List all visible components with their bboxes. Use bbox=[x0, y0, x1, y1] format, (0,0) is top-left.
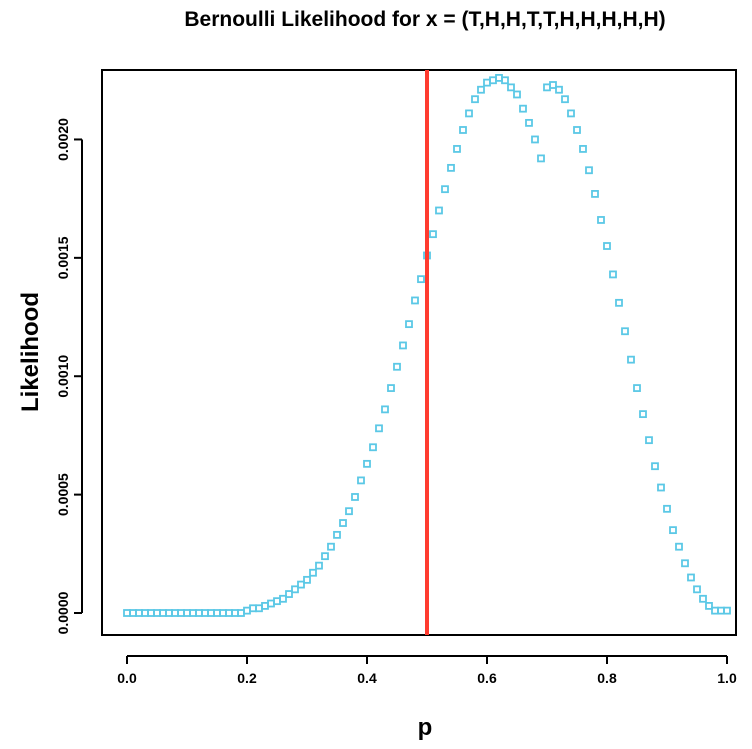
data-point bbox=[459, 126, 467, 134]
data-point bbox=[651, 462, 659, 471]
data-point bbox=[531, 135, 539, 144]
data-point bbox=[501, 76, 509, 85]
data-point bbox=[441, 185, 449, 194]
data-point bbox=[525, 118, 533, 127]
x-tick-label: 1.0 bbox=[717, 670, 737, 686]
data-point bbox=[693, 585, 701, 594]
data-point bbox=[591, 190, 599, 198]
data-point bbox=[453, 145, 461, 153]
data-point bbox=[285, 590, 293, 598]
data-point bbox=[429, 230, 437, 239]
data-point bbox=[645, 436, 653, 445]
y-axis-label: Likelihood bbox=[17, 292, 44, 412]
data-point bbox=[315, 561, 323, 570]
data-point bbox=[339, 519, 347, 527]
data-point bbox=[717, 606, 725, 615]
data-point bbox=[537, 154, 545, 163]
data-point bbox=[351, 493, 359, 501]
data-point bbox=[687, 573, 695, 582]
data-point bbox=[387, 384, 395, 392]
data-point bbox=[375, 424, 383, 433]
data-point bbox=[405, 320, 413, 329]
x-tick-label: 0.2 bbox=[237, 670, 257, 686]
data-point bbox=[723, 606, 731, 615]
data-point bbox=[627, 355, 635, 364]
y-tick-label: 0.0010 bbox=[55, 355, 71, 398]
data-point bbox=[321, 552, 329, 561]
data-point bbox=[357, 476, 365, 485]
data-point bbox=[435, 206, 443, 215]
y-tick-label: 0.0000 bbox=[55, 591, 71, 634]
data-point bbox=[609, 270, 617, 279]
data-point bbox=[279, 594, 287, 603]
data-point bbox=[705, 601, 713, 610]
x-tick-label: 0.0 bbox=[117, 670, 137, 686]
likelihood-points bbox=[123, 73, 731, 617]
data-point bbox=[669, 526, 677, 535]
data-point bbox=[519, 104, 527, 113]
data-point bbox=[621, 327, 629, 336]
y-axis: 0.0000 0.0005 0.0010 0.0015 0.0020 bbox=[55, 118, 83, 634]
data-point bbox=[663, 504, 671, 513]
y-tick-label: 0.0015 bbox=[55, 236, 71, 279]
data-point bbox=[399, 341, 407, 350]
data-point bbox=[585, 166, 593, 175]
data-point bbox=[297, 580, 305, 589]
data-point bbox=[555, 85, 563, 94]
data-point bbox=[447, 163, 455, 172]
data-point bbox=[363, 459, 371, 468]
data-point bbox=[597, 216, 605, 224]
data-point bbox=[417, 275, 425, 284]
data-point bbox=[567, 109, 575, 118]
data-point bbox=[513, 90, 521, 99]
x-tick-label: 0.6 bbox=[477, 670, 497, 686]
y-tick-label: 0.0005 bbox=[55, 473, 71, 516]
data-point bbox=[675, 542, 683, 551]
data-point bbox=[561, 95, 569, 104]
x-tick-label: 0.8 bbox=[597, 670, 617, 686]
data-point bbox=[471, 95, 479, 104]
y-tick-label: 0.0020 bbox=[55, 118, 71, 161]
data-point bbox=[603, 242, 611, 250]
data-point bbox=[381, 405, 389, 414]
data-point bbox=[573, 126, 581, 134]
data-point bbox=[639, 410, 647, 419]
data-point bbox=[345, 507, 353, 516]
plot-frame bbox=[101, 69, 737, 636]
data-point bbox=[711, 606, 719, 615]
data-point bbox=[465, 109, 473, 118]
data-point bbox=[327, 542, 335, 551]
data-point bbox=[393, 362, 401, 371]
data-point bbox=[633, 384, 641, 392]
x-axis: 0.0 0.2 0.4 0.6 0.8 1.0 bbox=[117, 655, 737, 686]
data-point bbox=[579, 145, 587, 153]
data-point bbox=[369, 443, 377, 452]
data-point bbox=[333, 530, 341, 539]
data-point bbox=[699, 594, 707, 603]
data-point bbox=[615, 298, 623, 307]
data-point bbox=[309, 568, 317, 577]
data-point bbox=[507, 83, 515, 92]
chart-title: Bernoulli Likelihood for x = (T,H,H,T,T,… bbox=[184, 8, 665, 31]
data-point bbox=[291, 585, 299, 594]
data-point bbox=[681, 559, 689, 568]
x-tick-label: 0.4 bbox=[357, 670, 377, 686]
data-point bbox=[303, 575, 311, 584]
data-point bbox=[411, 296, 419, 305]
data-point bbox=[477, 85, 485, 94]
data-point bbox=[549, 81, 557, 89]
data-point bbox=[657, 483, 665, 492]
data-point bbox=[543, 83, 551, 92]
x-axis-label: p bbox=[418, 714, 433, 741]
